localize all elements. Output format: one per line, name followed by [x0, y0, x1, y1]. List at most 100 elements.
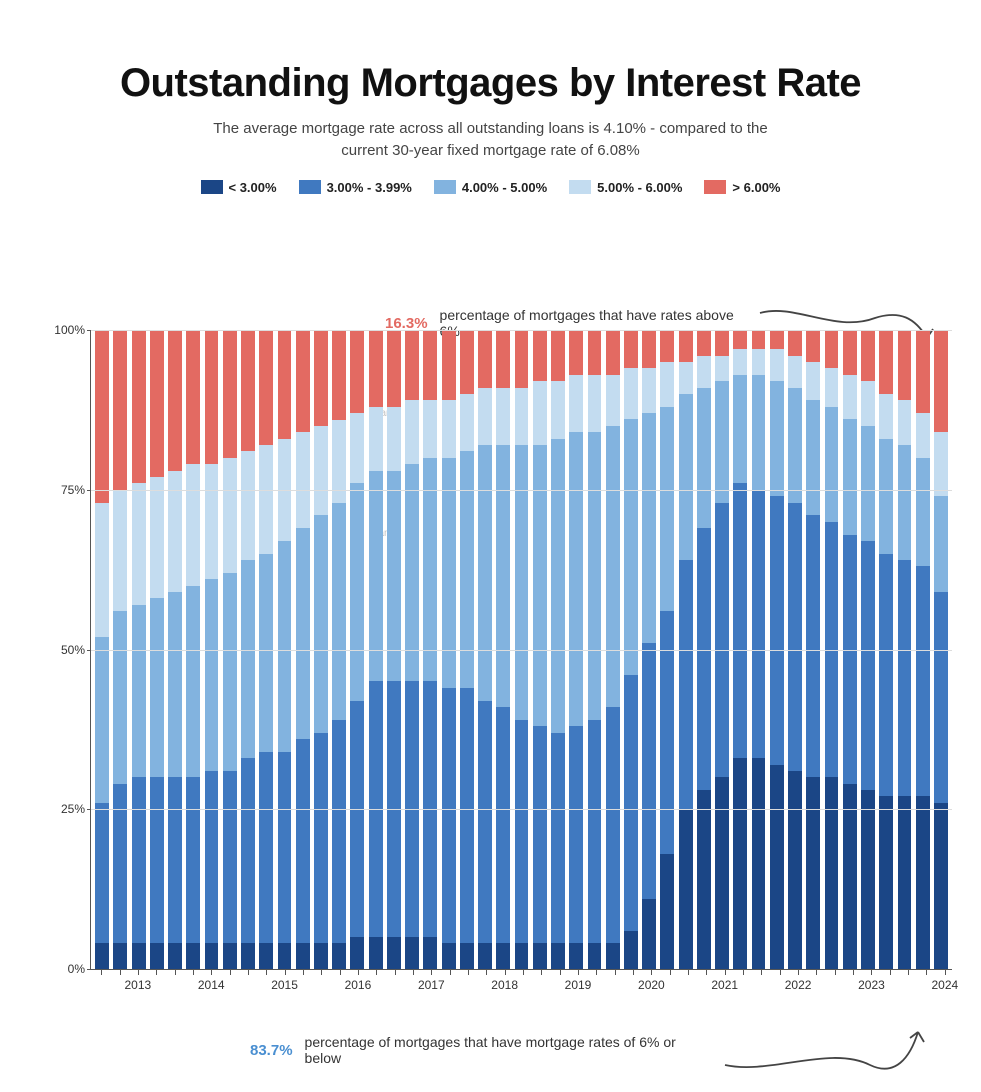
x-tick-mark — [248, 970, 249, 975]
bar-segment-lt3 — [879, 796, 893, 969]
bar-segment-b3_4 — [150, 777, 164, 943]
bar-segment-b3_4 — [496, 707, 510, 943]
bar-segment-b4_5 — [278, 541, 292, 752]
bar-segment-gt6 — [733, 330, 747, 349]
bar-segment-b4_5 — [551, 439, 565, 733]
bar-segment-lt3 — [606, 943, 620, 969]
x-tick-mark — [486, 970, 487, 975]
bar-segment-b3_4 — [606, 707, 620, 943]
bar-segment-lt3 — [332, 943, 346, 969]
x-tick-mark — [688, 970, 689, 975]
bar-segment-b4_5 — [314, 515, 328, 732]
bar-segment-lt3 — [186, 943, 200, 969]
bar-segment-lt3 — [515, 943, 529, 969]
bar-segment-gt6 — [168, 330, 182, 471]
bar-segment-b4_5 — [879, 439, 893, 554]
x-axis-label: 2015 — [271, 978, 298, 992]
bar-segment-lt3 — [478, 943, 492, 969]
bar-segment-lt3 — [697, 790, 711, 969]
bar-segment-b5_6 — [752, 349, 766, 375]
bar-segment-b4_5 — [132, 605, 146, 778]
bar-segment-b5_6 — [715, 356, 729, 382]
bar-segment-gt6 — [478, 330, 492, 388]
x-axis-label: 2022 — [785, 978, 812, 992]
bar-segment-b5_6 — [551, 381, 565, 439]
x-tick-mark — [101, 970, 102, 975]
bar-segment-b3_4 — [588, 720, 602, 944]
legend-swatch — [201, 180, 223, 194]
bar-segment-b4_5 — [898, 445, 912, 560]
bar-segment-b3_4 — [442, 688, 456, 944]
x-tick-mark — [853, 970, 854, 975]
grid-line — [91, 650, 952, 651]
bar-segment-b3_4 — [113, 784, 127, 944]
x-axis-label: 2023 — [858, 978, 885, 992]
bar-segment-b4_5 — [806, 400, 820, 515]
bar-segment-lt3 — [898, 796, 912, 969]
bar-segment-lt3 — [861, 790, 875, 969]
bar-segment-gt6 — [496, 330, 510, 388]
x-tick-mark — [835, 970, 836, 975]
bar-segment-b4_5 — [533, 445, 547, 726]
bar-segment-b4_5 — [168, 592, 182, 777]
bar-segment-gt6 — [460, 330, 474, 394]
x-axis-label: 2020 — [638, 978, 665, 992]
bar-segment-b3_4 — [733, 483, 747, 758]
legend-item: > 6.00% — [704, 180, 780, 195]
bar-segment-b3_4 — [259, 752, 273, 944]
bar-segment-lt3 — [296, 943, 310, 969]
bar-segment-lt3 — [350, 937, 364, 969]
bar-segment-lt3 — [679, 809, 693, 969]
x-tick-mark — [816, 970, 817, 975]
bar-segment-b5_6 — [879, 394, 893, 439]
legend: < 3.00%3.00% - 3.99%4.00% - 5.00%5.00% -… — [30, 180, 951, 195]
bar-segment-gt6 — [861, 330, 875, 381]
bar-segment-gt6 — [405, 330, 419, 400]
bar-segment-b4_5 — [788, 388, 802, 503]
bar-segment-b4_5 — [332, 503, 346, 720]
bar-segment-b5_6 — [515, 388, 529, 446]
bar-segment-b3_4 — [788, 503, 802, 771]
bar-segment-b4_5 — [241, 560, 255, 758]
bar-segment-gt6 — [752, 330, 766, 349]
x-tick-mark — [193, 970, 194, 975]
x-tick-mark — [505, 970, 506, 975]
x-tick-mark — [871, 970, 872, 975]
x-tick-mark — [523, 970, 524, 975]
bar-segment-gt6 — [825, 330, 839, 368]
y-tick-label: 50% — [41, 643, 91, 657]
bar-segment-b4_5 — [624, 419, 638, 675]
x-tick-mark — [651, 970, 652, 975]
x-tick-mark — [376, 970, 377, 975]
legend-label: < 3.00% — [229, 180, 277, 195]
bar-segment-b3_4 — [843, 535, 857, 784]
bar-segment-gt6 — [916, 330, 930, 413]
bar-segment-b3_4 — [551, 733, 565, 944]
bar-segment-b3_4 — [770, 496, 784, 764]
bar-segment-b4_5 — [460, 451, 474, 687]
bar-segment-gt6 — [350, 330, 364, 413]
bar-segment-gt6 — [241, 330, 255, 451]
bar-segment-gt6 — [551, 330, 565, 381]
bar-segment-b4_5 — [259, 554, 273, 752]
x-axis-ticks: 2013201420152016201720182019202020212022… — [90, 970, 952, 1010]
legend-swatch — [704, 180, 726, 194]
x-axis-label: 2014 — [198, 978, 225, 992]
x-tick-mark — [120, 970, 121, 975]
bar-segment-lt3 — [113, 943, 127, 969]
x-tick-mark — [596, 970, 597, 975]
callout-top-pct: 16.3% — [385, 315, 428, 332]
x-tick-mark — [431, 970, 432, 975]
bar-segment-lt3 — [259, 943, 273, 969]
legend-label: 3.00% - 3.99% — [327, 180, 412, 195]
x-tick-mark — [156, 970, 157, 975]
bar-segment-gt6 — [113, 330, 127, 490]
callout-bottom-text: percentage of mortgages that have mortga… — [305, 1034, 708, 1066]
bar-segment-b5_6 — [916, 413, 930, 458]
bar-segment-b4_5 — [478, 445, 492, 701]
x-tick-mark — [725, 970, 726, 975]
legend-label: 5.00% - 6.00% — [597, 180, 682, 195]
bar-segment-lt3 — [770, 765, 784, 969]
bar-segment-b4_5 — [296, 528, 310, 739]
x-tick-mark — [340, 970, 341, 975]
